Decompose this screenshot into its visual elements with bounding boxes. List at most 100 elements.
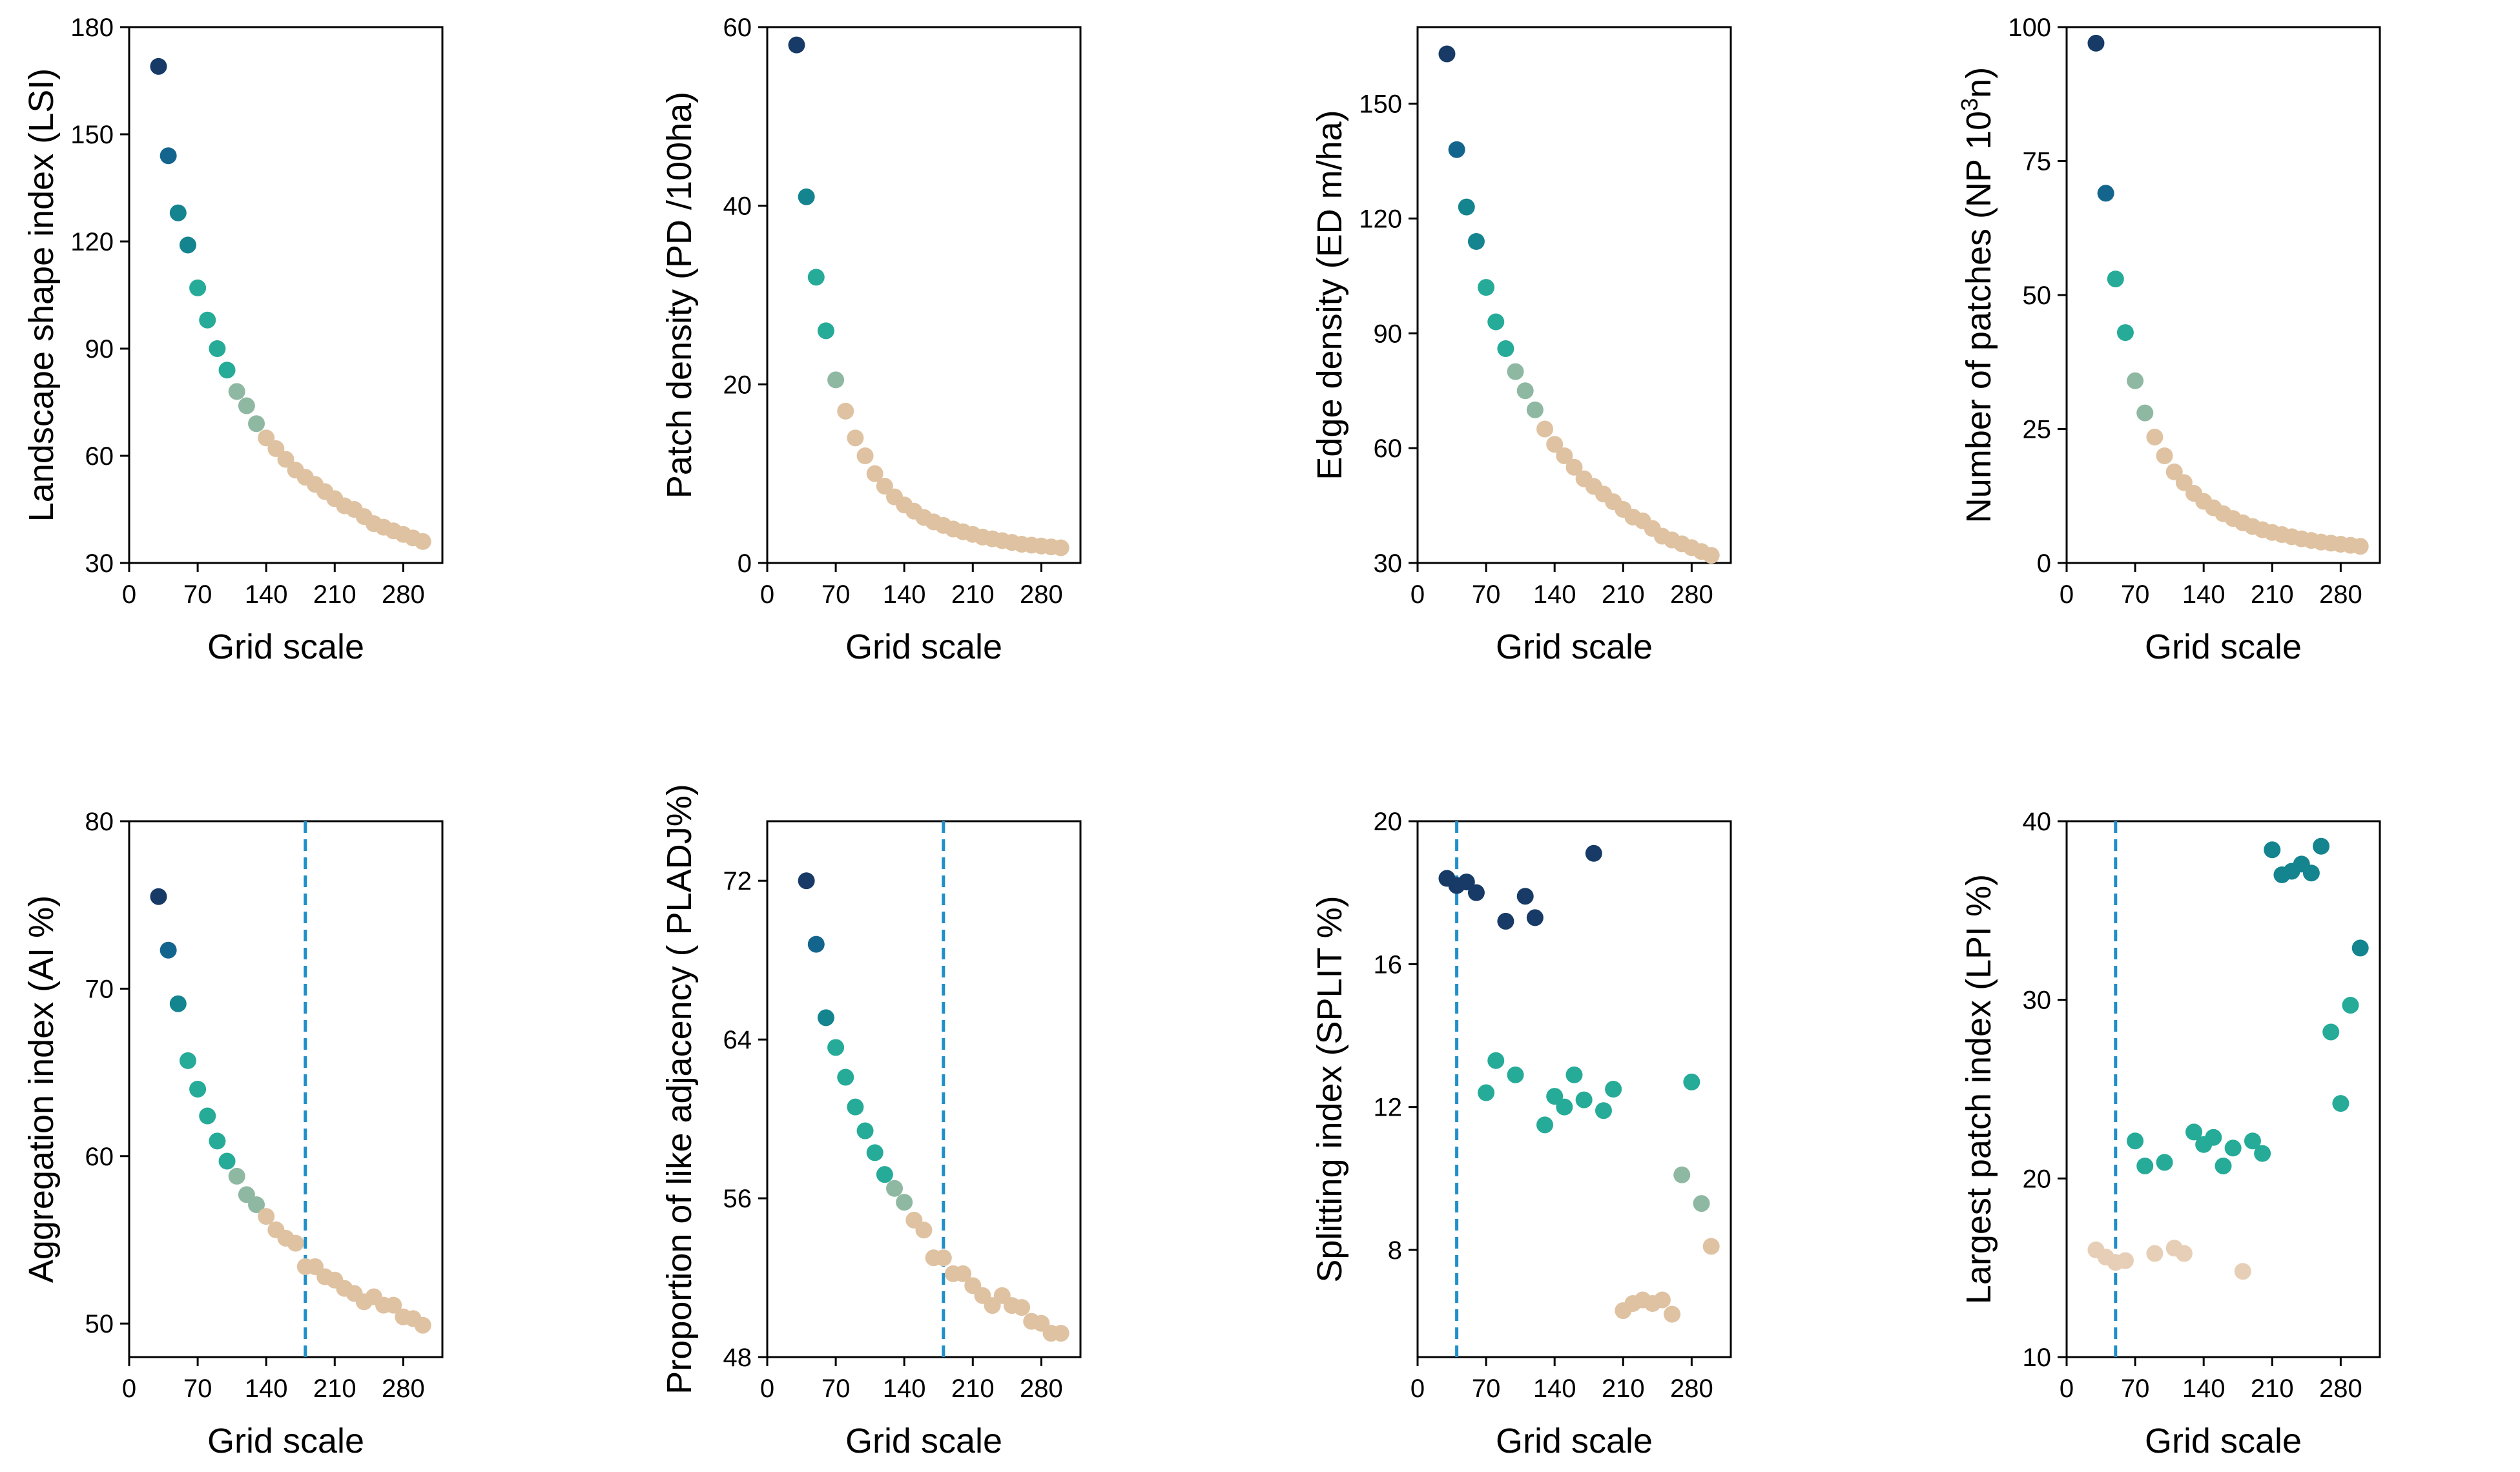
plot-frame	[2065, 820, 2381, 1358]
data-point	[2116, 1252, 2134, 1269]
data-point	[169, 995, 187, 1012]
data-point	[1487, 1052, 1505, 1069]
x-tick-label: 0	[2060, 1375, 2074, 1403]
data-point	[209, 1132, 226, 1150]
x-tick-label: 140	[245, 580, 288, 609]
y-tick-label: 150	[70, 121, 114, 149]
y-tick-label: 50	[2023, 281, 2052, 310]
y-tick-label: 30	[2023, 986, 2052, 1015]
data-point	[2136, 404, 2154, 422]
x-tick-label: 140	[245, 1375, 288, 1403]
y-tick-label: 20	[723, 371, 752, 399]
x-tick-label: 140	[883, 580, 926, 609]
x-tick-label: 140	[2182, 1375, 2226, 1403]
x-tick-label: 70	[1472, 1375, 1501, 1403]
data-point	[837, 402, 854, 420]
x-axis-title: Grid scale	[207, 1422, 364, 1460]
x-tick-label: 280	[1670, 580, 1713, 609]
plot-frame	[2065, 26, 2381, 564]
data-point	[2322, 1023, 2340, 1041]
plot-frame	[766, 820, 1082, 1358]
y-tick-label: 10	[2023, 1344, 2052, 1372]
data-point	[1448, 141, 1465, 158]
plot-frame	[128, 820, 444, 1358]
plot-frame	[766, 26, 1082, 564]
x-tick-label: 0	[1410, 580, 1425, 609]
data-point	[2175, 474, 2193, 491]
y-tick-label: 30	[1374, 549, 1403, 578]
y-tick-label: 40	[723, 192, 752, 221]
data-point	[2264, 841, 2281, 859]
x-tick-label: 280	[1020, 1375, 1063, 1403]
data-point	[218, 362, 236, 379]
data-point	[189, 1081, 207, 1098]
x-axis-title: Grid scale	[2145, 628, 2302, 666]
data-point	[1565, 1066, 1583, 1083]
data-point	[248, 415, 265, 433]
x-tick-label: 70	[2121, 580, 2150, 609]
y-tick-label: 120	[1359, 205, 1402, 233]
data-point	[1664, 1305, 1681, 1323]
x-tick-label: 140	[883, 1375, 926, 1403]
data-point	[258, 429, 275, 447]
x-tick-label: 280	[1670, 1375, 1713, 1403]
panel-pladj: 0 70 140 210 280 48 56 64 72 Grid scale Proportion…	[660, 784, 1082, 1460]
x-tick-label: 210	[951, 580, 995, 609]
y-axis-title: Landscape shape index (LSI)	[22, 68, 61, 522]
y-tick-label: 8	[1388, 1236, 1402, 1265]
data-point	[886, 1180, 904, 1197]
data-point	[258, 1208, 275, 1225]
x-tick-label: 210	[313, 580, 356, 609]
panel-pd: 0 70 140 210 280 0 20 40 60 Grid scale Patch densi…	[660, 14, 1082, 666]
data-point	[935, 1249, 952, 1267]
x-axis-title: Grid scale	[845, 1422, 1002, 1460]
data-point	[837, 1068, 854, 1086]
data-point	[1683, 1073, 1700, 1090]
x-tick-label: 140	[1533, 580, 1576, 609]
data-point	[866, 1144, 883, 1161]
data-point	[1487, 313, 1505, 331]
data-point	[199, 1107, 216, 1125]
plot-frame	[128, 26, 444, 564]
data-point	[1653, 1291, 1671, 1309]
x-tick-label: 210	[2251, 1375, 2294, 1403]
x-axis-title: Grid scale	[1496, 628, 1653, 666]
y-tick-label: 20	[1374, 808, 1403, 836]
data-point	[1478, 1084, 1495, 1101]
x-tick-label: 210	[2251, 580, 2294, 609]
data-point	[1458, 874, 1475, 891]
data-point	[228, 1167, 245, 1185]
data-point	[807, 935, 825, 953]
data-point	[1585, 844, 1602, 862]
y-axis-title: Aggregation index (AI %)	[22, 895, 61, 1283]
data-point	[876, 478, 893, 495]
data-point	[1556, 1098, 1573, 1116]
y-tick-label: 80	[85, 808, 114, 836]
data-point	[915, 1222, 933, 1239]
data-point	[414, 533, 431, 550]
data-point	[2342, 996, 2359, 1014]
data-point	[160, 147, 177, 165]
data-point	[847, 1098, 864, 1116]
data-point	[2313, 837, 2330, 855]
data-point	[1673, 1166, 1691, 1183]
panel-np: 0 70 140 210 280 0 25 50 75 100 Grid scale Number o…	[1956, 14, 2381, 666]
y-tick-label: 60	[85, 1143, 114, 1171]
data-point	[1702, 547, 1720, 564]
y-tick-label: 30	[85, 549, 114, 578]
data-point	[1052, 539, 1069, 557]
data-point	[1702, 1238, 1720, 1255]
data-point	[1516, 888, 1534, 905]
data-point	[2146, 428, 2164, 445]
data-point	[1052, 1325, 1069, 1342]
x-tick-label: 0	[2060, 580, 2074, 609]
y-axis-title: Proportion of like adjacency ( PLADJ%)	[660, 784, 699, 1394]
y-tick-label: 75	[2023, 148, 2052, 176]
x-tick-label: 280	[382, 1375, 425, 1403]
data-point	[856, 447, 874, 464]
data-point	[2087, 34, 2105, 52]
data-point	[2332, 1095, 2350, 1112]
data-point	[150, 888, 167, 905]
data-point	[1526, 909, 1544, 926]
